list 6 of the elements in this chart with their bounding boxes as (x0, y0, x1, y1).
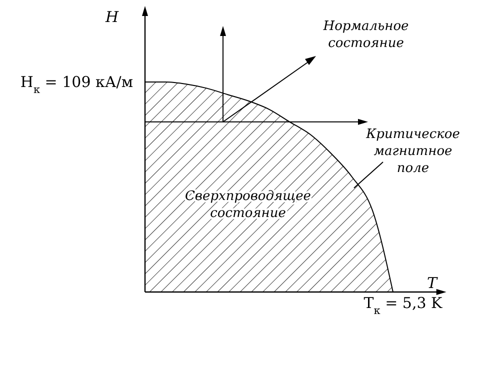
annotation: Критическое магнитное поле (365, 127, 460, 176)
y-axis-title: H (104, 8, 120, 26)
text: H$_{к}$ = 109 кА/м (20, 73, 134, 96)
text: Нормальное состояние (322, 19, 410, 51)
text: T$_{к}$ = 5,3 K (364, 294, 444, 317)
x-axis-title: T (426, 274, 438, 292)
